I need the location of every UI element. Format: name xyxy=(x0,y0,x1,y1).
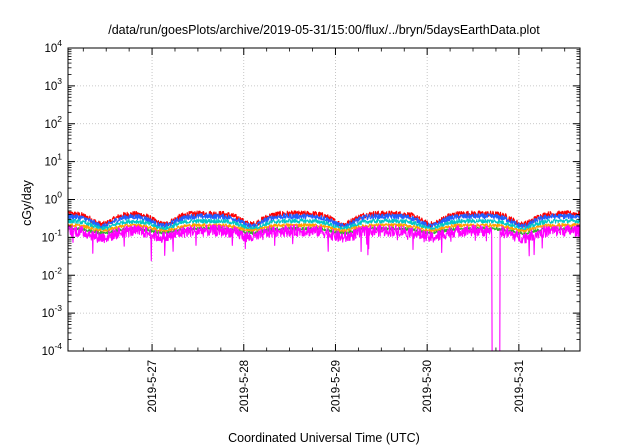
x-tick-label: 2019-5-27 xyxy=(147,360,159,412)
series-line xyxy=(67,226,581,236)
y-tick-label: 102 xyxy=(44,114,62,131)
grid-lines xyxy=(68,47,580,352)
series-line xyxy=(67,222,581,233)
x-axis: 2019-5-27 2019-5-28 2019-5-29 2019-5-30 2019… xyxy=(82,48,566,412)
series-line xyxy=(67,213,581,229)
x-tick-label: 2019-5-31 xyxy=(514,360,526,412)
y-tick-label: 101 xyxy=(44,152,62,169)
x-tick-label: 2019-5-29 xyxy=(330,360,342,412)
y-tick-label: 10-4 xyxy=(42,341,63,358)
y-axis-label: cGy/day xyxy=(20,179,34,226)
y-tick-label: 10-1 xyxy=(42,227,63,244)
y-tick-label: 10-3 xyxy=(42,303,63,320)
y-tick-label: 103 xyxy=(44,76,62,93)
y-axis: 104 103 102 101 100 10-1 10-2 10-3 10-4 xyxy=(42,38,580,358)
x-tick-label: 2019-5-28 xyxy=(239,360,251,412)
x-tick-label: 2019-5-30 xyxy=(422,360,434,412)
y-tick-label: 104 xyxy=(44,38,62,55)
series-line xyxy=(67,218,581,232)
series-line xyxy=(67,224,581,352)
x-axis-label: Coordinated Universal Time (UTC) xyxy=(228,431,420,445)
y-tick-label: 100 xyxy=(44,190,62,207)
chart-title: /data/run/goesPlots/archive/2019-05-31/1… xyxy=(108,23,540,37)
y-tick-label: 10-2 xyxy=(42,265,63,282)
series-layer xyxy=(67,210,581,352)
